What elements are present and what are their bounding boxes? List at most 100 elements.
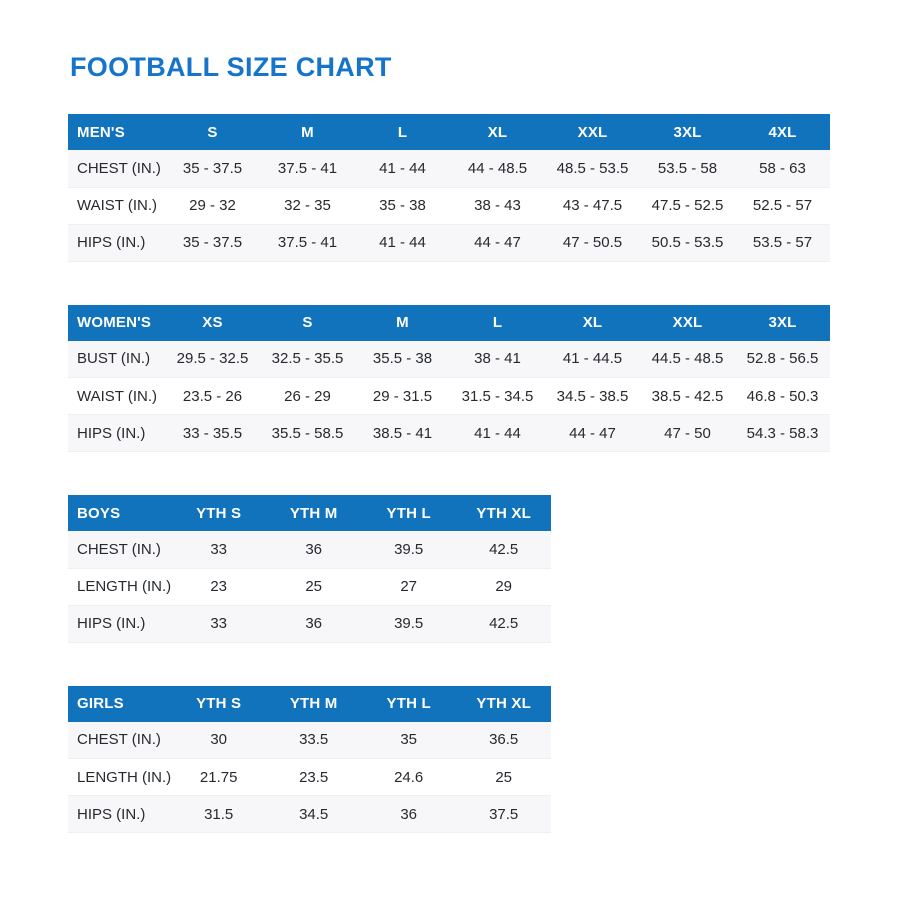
value-cell: 44.5 - 48.5 xyxy=(640,340,735,378)
value-cell: 44 - 47 xyxy=(450,224,545,262)
table-row: BUST (IN.) 29.5 - 32.5 32.5 - 35.5 35.5 - 3… xyxy=(68,340,830,378)
value-cell: 26 - 29 xyxy=(260,377,355,415)
value-cell: 47.5 - 52.5 xyxy=(640,187,735,225)
table-row: CHEST (IN.) 30 33.5 35 36.5 xyxy=(68,721,552,759)
value-cell: 32.5 - 35.5 xyxy=(260,340,355,378)
row-label: HIPS (IN.) xyxy=(68,224,165,262)
row-label: CHEST (IN.) xyxy=(68,531,172,569)
mens-size-header: L xyxy=(355,114,450,150)
value-cell: 52.8 - 56.5 xyxy=(735,340,830,378)
value-cell: 34.5 - 38.5 xyxy=(545,377,640,415)
value-cell: 39.5 xyxy=(361,605,457,643)
value-cell: 23 xyxy=(171,568,267,606)
value-cell: 46.8 - 50.3 xyxy=(735,377,830,415)
value-cell: 58 - 63 xyxy=(735,150,830,188)
value-cell: 34.5 xyxy=(266,795,362,833)
value-cell: 21.75 xyxy=(171,758,267,796)
table-row: LENGTH (IN.) 21.75 23.5 24.6 25 xyxy=(68,758,552,796)
value-cell: 47 - 50.5 xyxy=(545,224,640,262)
mens-size-header: M xyxy=(260,114,355,150)
row-label: BUST (IN.) xyxy=(68,340,165,378)
value-cell: 37.5 xyxy=(456,795,552,833)
value-cell: 38 - 41 xyxy=(450,340,545,378)
value-cell: 36 xyxy=(266,605,362,643)
table-row: WAIST (IN.) 29 - 32 32 - 35 35 - 38 38 - 43 4… xyxy=(68,187,830,225)
table-row: HIPS (IN.) 33 - 35.5 35.5 - 58.5 38.5 - 41 4… xyxy=(68,414,830,452)
value-cell: 29 - 32 xyxy=(165,187,260,225)
value-cell: 52.5 - 57 xyxy=(735,187,830,225)
table-row: WAIST (IN.) 23.5 - 26 26 - 29 29 - 31.5 31.5… xyxy=(68,377,830,415)
value-cell: 33 xyxy=(171,531,267,569)
value-cell: 47 - 50 xyxy=(640,414,735,452)
girls-size-header: YTH S xyxy=(171,685,267,722)
row-label: HIPS (IN.) xyxy=(68,605,172,643)
mens-size-header: 3XL xyxy=(640,114,735,150)
womens-size-header: XXL xyxy=(640,304,735,341)
table-row: HIPS (IN.) 33 36 39.5 42.5 xyxy=(68,605,552,643)
womens-size-header: L xyxy=(450,304,545,341)
mens-size-table: MEN'S S M L XL XXL 3XL 4XL CHEST (IN.) 35 - 37.5 3… xyxy=(68,114,830,262)
value-cell: 25 xyxy=(266,568,362,606)
value-cell: 41 - 44 xyxy=(355,150,450,188)
value-cell: 35 - 37.5 xyxy=(165,224,260,262)
girls-header-row: GIRLS YTH S YTH M YTH L YTH XL xyxy=(68,685,552,722)
boys-size-header: YTH L xyxy=(361,495,457,531)
value-cell: 42.5 xyxy=(456,605,552,643)
boys-size-header: YTH M xyxy=(266,495,362,531)
value-cell: 44 - 48.5 xyxy=(450,150,545,188)
value-cell: 38.5 - 42.5 xyxy=(640,377,735,415)
table-row: HIPS (IN.) 31.5 34.5 36 37.5 xyxy=(68,795,552,833)
value-cell: 35 - 37.5 xyxy=(165,150,260,188)
value-cell: 41 - 44.5 xyxy=(545,340,640,378)
womens-size-table: WOMEN'S XS S M L XL XXL 3XL BUST (IN.) 29.5 - 32.… xyxy=(68,304,830,452)
value-cell: 31.5 xyxy=(171,795,267,833)
womens-size-header: XL xyxy=(545,304,640,341)
value-cell: 44 - 47 xyxy=(545,414,640,452)
row-label: WAIST (IN.) xyxy=(68,377,165,415)
value-cell: 29 - 31.5 xyxy=(355,377,450,415)
value-cell: 35.5 - 58.5 xyxy=(260,414,355,452)
value-cell: 54.3 - 58.3 xyxy=(735,414,830,452)
mens-size-header: S xyxy=(165,114,260,150)
value-cell: 33 - 35.5 xyxy=(165,414,260,452)
value-cell: 35 - 38 xyxy=(355,187,450,225)
value-cell: 37.5 - 41 xyxy=(260,224,355,262)
mens-size-header: XL xyxy=(450,114,545,150)
value-cell: 23.5 - 26 xyxy=(165,377,260,415)
row-label: WAIST (IN.) xyxy=(68,187,165,225)
table-row: LENGTH (IN.) 23 25 27 29 xyxy=(68,568,552,606)
womens-header-row: WOMEN'S XS S M L XL XXL 3XL xyxy=(68,304,830,341)
value-cell: 29.5 - 32.5 xyxy=(165,340,260,378)
value-cell: 30 xyxy=(171,721,267,759)
table-row: CHEST (IN.) 33 36 39.5 42.5 xyxy=(68,531,552,569)
girls-size-header: YTH XL xyxy=(456,685,552,722)
value-cell: 35.5 - 38 xyxy=(355,340,450,378)
boys-table-title: BOYS xyxy=(68,495,172,531)
boys-size-table: BOYS YTH S YTH M YTH L YTH XL CHEST (IN.) 33 36… xyxy=(68,495,552,643)
mens-table-title: MEN'S xyxy=(68,114,165,150)
row-label: LENGTH (IN.) xyxy=(68,568,172,606)
row-label: CHEST (IN.) xyxy=(68,150,165,188)
value-cell: 31.5 - 34.5 xyxy=(450,377,545,415)
boys-size-header: YTH XL xyxy=(456,495,552,531)
value-cell: 42.5 xyxy=(456,531,552,569)
tables-container: MEN'S S M L XL XXL 3XL 4XL CHEST (IN.) 35 - 37.5 3… xyxy=(68,114,900,833)
womens-size-header: XS xyxy=(165,304,260,341)
mens-size-header: 4XL xyxy=(735,114,830,150)
row-label: LENGTH (IN.) xyxy=(68,758,172,796)
value-cell: 43 - 47.5 xyxy=(545,187,640,225)
girls-size-header: YTH L xyxy=(361,685,457,722)
value-cell: 38 - 43 xyxy=(450,187,545,225)
value-cell: 29 xyxy=(456,568,552,606)
value-cell: 38.5 - 41 xyxy=(355,414,450,452)
value-cell: 33.5 xyxy=(266,721,362,759)
value-cell: 37.5 - 41 xyxy=(260,150,355,188)
womens-table-title: WOMEN'S xyxy=(68,304,165,341)
page-title: FOOTBALL SIZE CHART xyxy=(70,52,392,82)
value-cell: 25 xyxy=(456,758,552,796)
value-cell: 27 xyxy=(361,568,457,606)
value-cell: 32 - 35 xyxy=(260,187,355,225)
value-cell: 41 - 44 xyxy=(355,224,450,262)
value-cell: 53.5 - 58 xyxy=(640,150,735,188)
